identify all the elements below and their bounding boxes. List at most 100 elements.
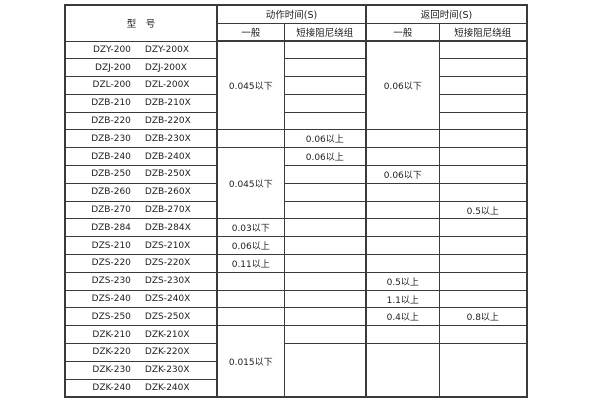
return-general-cell bbox=[365, 343, 440, 398]
table-row: DZB-284 DZB-284X 0.03以下 bbox=[64, 218, 528, 238]
action-general-cell bbox=[216, 289, 285, 309]
return-general-cell bbox=[365, 200, 440, 220]
model-name-x: DZB-284X bbox=[144, 222, 191, 233]
table-row: DZK-220 DZK-220X bbox=[64, 343, 528, 398]
model-name: DZS-210 bbox=[91, 240, 131, 251]
table-row: DZS-250 DZS-250X 0.4以上 0.8以上 bbox=[64, 307, 528, 327]
header-return-general: 一般 bbox=[365, 22, 440, 42]
model-name-x: DZL-200X bbox=[144, 80, 190, 91]
return-damping-cell bbox=[438, 182, 528, 202]
return-damping-cell bbox=[438, 147, 528, 167]
header-action-damping: 短接阻尼绕组 bbox=[283, 22, 367, 42]
model-name-x: DZB-260X bbox=[144, 187, 191, 198]
table-row: DZL-200 DZL-200X bbox=[64, 76, 528, 95]
model-name: DZB-270 bbox=[91, 205, 131, 216]
table-row: DZB-240 DZB-240X 0.045以下 0.06以上 bbox=[64, 147, 528, 220]
model-cell: DZB-270 DZB-270X bbox=[64, 200, 218, 220]
return-damping-cell: 0.5以上 bbox=[438, 200, 528, 220]
model-name: DZB-220 bbox=[91, 116, 131, 127]
return-damping-cell: 0.8以上 bbox=[438, 307, 528, 327]
action-damping-cell bbox=[283, 58, 367, 78]
relay-spec-table: 型 号 动作时间(S) 返回时间(S) 一般 短接阻尼绕组 一般 短接阻尼绕组 … bbox=[64, 4, 529, 398]
table-row: DZB-250 DZB-250X 0.06以下 bbox=[64, 165, 528, 184]
action-damping-cell bbox=[283, 111, 367, 131]
return-general-cell: 0.06以下 bbox=[365, 40, 440, 131]
return-general-cell bbox=[365, 147, 440, 167]
model-name-x: DZK-220X bbox=[144, 347, 190, 358]
table-row: DZK-240 DZK-240X bbox=[64, 378, 527, 398]
model-name: DZB-240 bbox=[91, 151, 131, 162]
action-damping-cell bbox=[283, 40, 367, 60]
table-row: DZK-210 DZK-210X 0.015以下 bbox=[64, 325, 528, 398]
model-name: DZS-230 bbox=[91, 276, 131, 287]
model-name: DZB-284 bbox=[91, 222, 131, 233]
return-damping-cell bbox=[438, 40, 528, 60]
action-damping-cell bbox=[283, 289, 367, 309]
action-general-cell: 0.045以下 bbox=[216, 40, 285, 131]
model-cell: DZB-240 DZB-240X bbox=[64, 147, 218, 167]
return-general-cell bbox=[365, 218, 440, 238]
model-name-x: DZS-250X bbox=[144, 311, 191, 322]
header-row-1: 型 号 动作时间(S) 返回时间(S) bbox=[64, 4, 528, 42]
action-general-cell bbox=[216, 307, 285, 327]
action-damping-cell bbox=[283, 307, 367, 327]
model-name: DZB-250 bbox=[91, 169, 131, 180]
return-damping-cell bbox=[438, 129, 528, 149]
action-damping-cell: 0.06以上 bbox=[283, 129, 367, 149]
model-name: DZB-260 bbox=[91, 187, 131, 198]
action-damping-cell bbox=[283, 93, 367, 113]
return-general-cell bbox=[365, 236, 440, 256]
return-damping-cell bbox=[438, 254, 528, 273]
return-damping-cell bbox=[438, 58, 528, 78]
action-damping-cell bbox=[283, 182, 367, 202]
model-name-x: DZS-210X bbox=[144, 240, 191, 251]
model-name-x: DZK-230X bbox=[144, 365, 190, 376]
return-damping-cell bbox=[438, 111, 528, 131]
return-damping-cell bbox=[438, 165, 528, 184]
model-name-x: DZS-230X bbox=[144, 276, 191, 287]
header-action-general: 一般 bbox=[216, 22, 285, 42]
model-cell: DZS-220 DZS-220X bbox=[64, 254, 218, 273]
model-name-x: DZY-200X bbox=[144, 44, 190, 55]
return-general-cell bbox=[365, 129, 440, 149]
table-row: DZB-230 DZB-230X 0.06以上 bbox=[64, 129, 528, 149]
model-name: DZK-210 bbox=[92, 329, 131, 340]
header-return-damping: 短接阻尼绕组 bbox=[438, 22, 528, 42]
action-damping-cell bbox=[283, 254, 367, 273]
return-damping-cell bbox=[438, 93, 528, 113]
action-damping-cell bbox=[283, 200, 367, 220]
table-row: DZY-200 DZY-200X 0.045以下 0.06以下 bbox=[64, 40, 528, 131]
model-name-x: DZJ-200X bbox=[144, 62, 187, 73]
model-cell: DZS-210 DZS-210X bbox=[64, 236, 218, 256]
model-cell: DZB-260 DZB-260X bbox=[64, 182, 218, 202]
table-row: DZJ-200 DZJ-200X bbox=[64, 58, 528, 78]
model-name: DZS-250 bbox=[91, 311, 131, 322]
model-name-x: DZS-220X bbox=[144, 258, 191, 269]
model-name: DZB-210 bbox=[91, 98, 131, 109]
return-general-cell bbox=[365, 182, 440, 202]
model-cell: DZK-240 DZK-240X bbox=[64, 378, 218, 398]
model-name-x: DZB-240X bbox=[144, 151, 191, 162]
table-row: DZB-210 DZB-210X bbox=[64, 93, 528, 113]
model-cell: DZB-230 DZB-230X bbox=[64, 129, 218, 149]
model-cell: DZS-240 DZS-240X bbox=[64, 289, 218, 309]
model-name: DZL-200 bbox=[92, 80, 131, 91]
table-row: DZK-230 DZK-230X bbox=[64, 360, 527, 380]
return-damping-cell bbox=[438, 236, 528, 256]
return-damping-cell bbox=[438, 76, 528, 95]
model-name-x: DZB-250X bbox=[144, 169, 191, 180]
table-row: DZB-220 DZB-220X bbox=[64, 111, 528, 131]
model-cell: DZL-200 DZL-200X bbox=[64, 76, 218, 95]
model-name: DZK-230 bbox=[92, 365, 131, 376]
action-general-cell: 0.03以下 bbox=[216, 218, 285, 238]
model-name-x: DZB-210X bbox=[144, 98, 191, 109]
model-name: DZS-220 bbox=[91, 258, 131, 269]
action-damping-cell: 0.06以上 bbox=[283, 147, 367, 167]
table-row: DZB-260 DZB-260X bbox=[64, 182, 528, 202]
model-cell: DZK-220 DZK-220X bbox=[64, 343, 218, 362]
action-general-cell: 0.06以上 bbox=[216, 236, 285, 256]
model-cell: DZB-250 DZB-250X bbox=[64, 165, 218, 184]
model-name-x: DZB-270X bbox=[144, 205, 191, 216]
action-general-cell: 0.11以上 bbox=[216, 254, 285, 273]
